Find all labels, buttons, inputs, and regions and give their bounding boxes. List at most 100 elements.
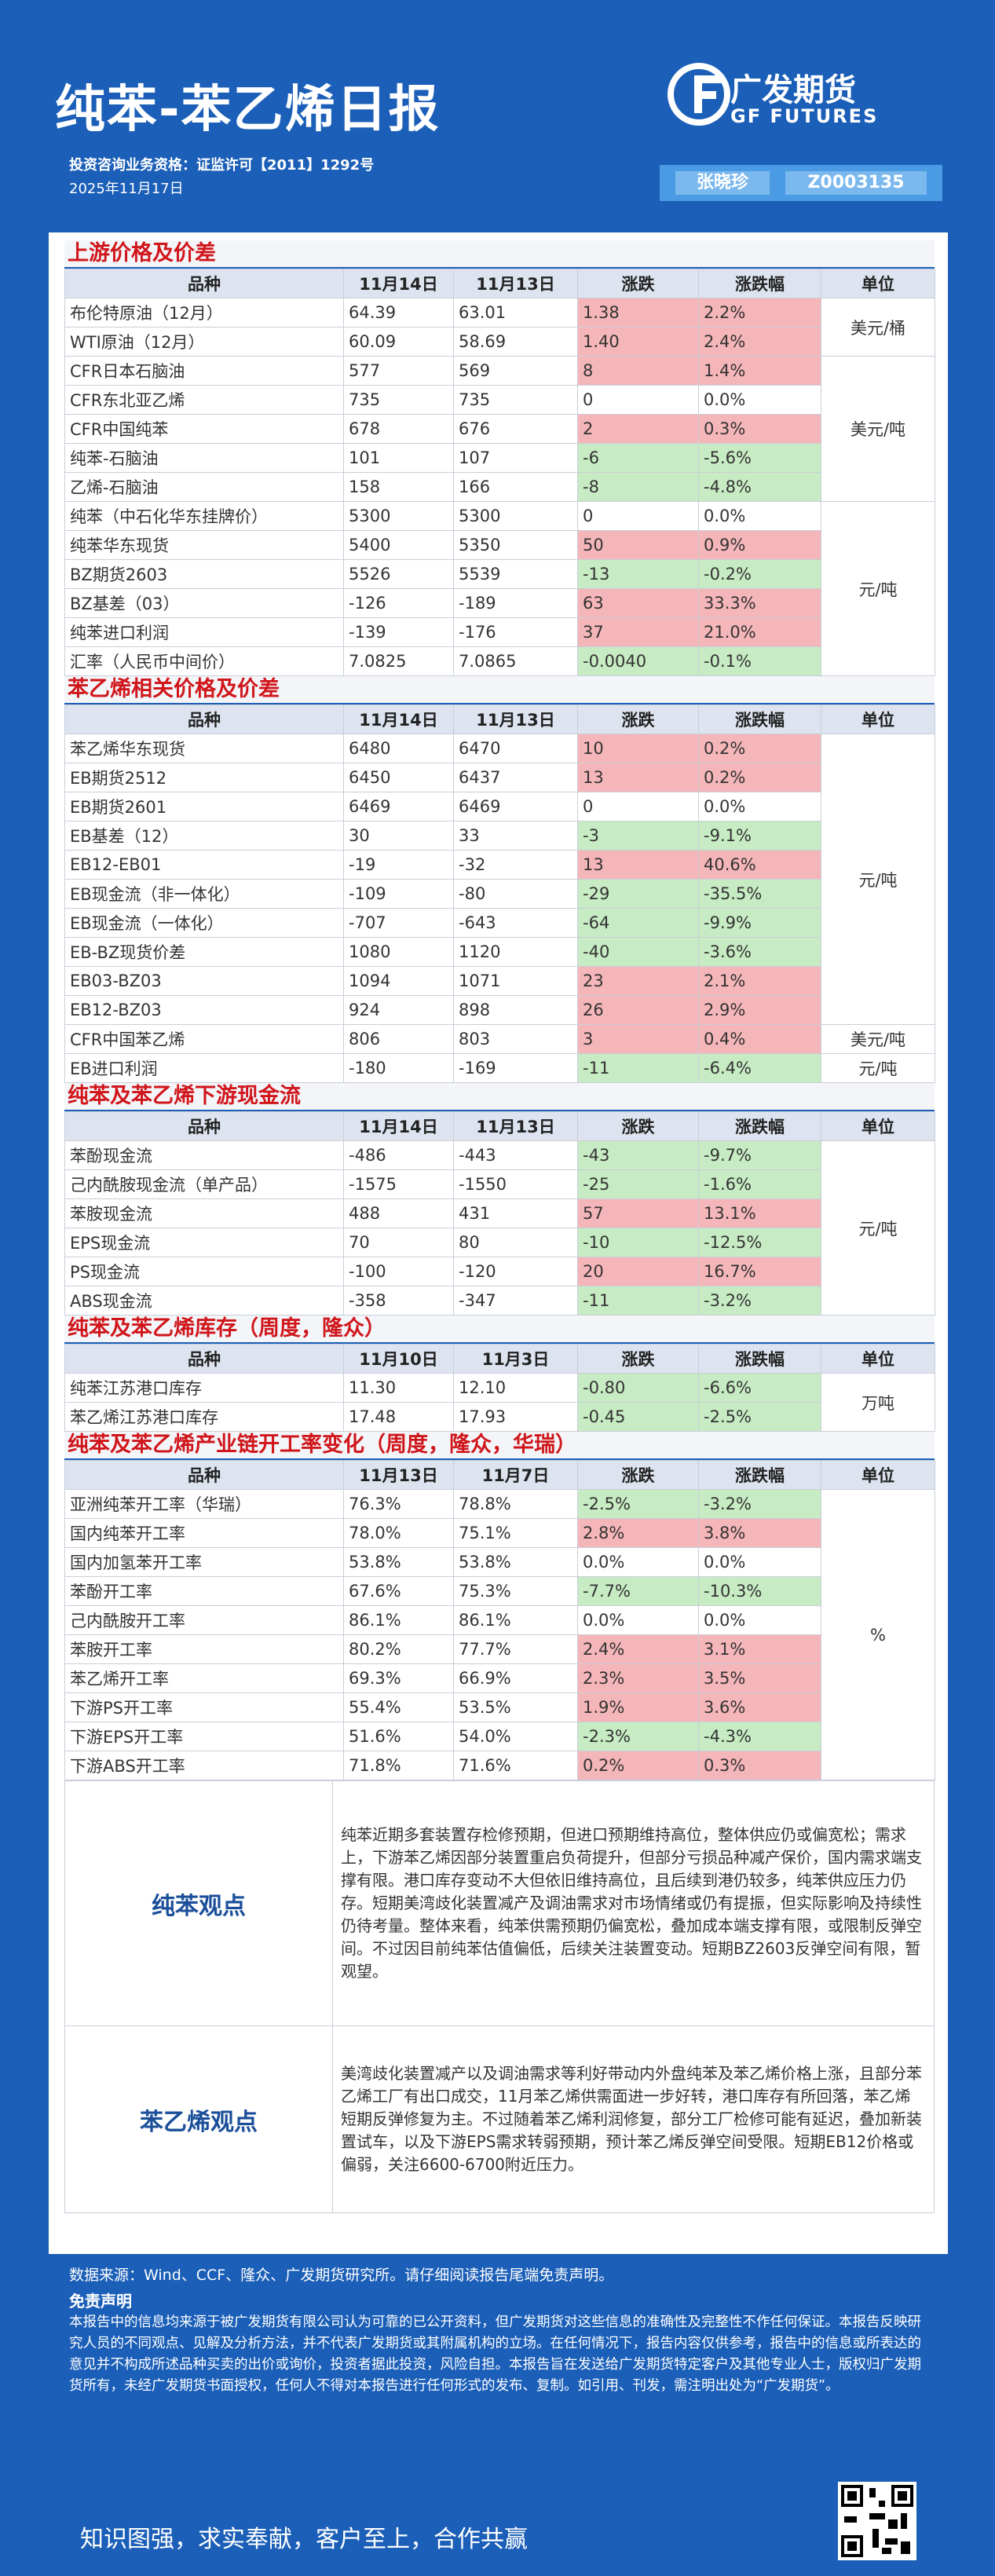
cell-value: 80 <box>453 1228 578 1257</box>
item-name: 下游EPS开工率 <box>64 1722 344 1751</box>
item-name: 苯乙烯开工率 <box>64 1663 344 1693</box>
column-header: 11月14日 <box>343 1111 454 1141</box>
cell-value: 11.30 <box>343 1373 454 1403</box>
cell-value: -443 <box>453 1140 578 1170</box>
cell-value: 70 <box>343 1228 454 1257</box>
item-name: 苯乙烯华东现货 <box>64 734 344 763</box>
data-row: 国内加氢苯开工率 53.8% 53.8% 0.0% 0.0% <box>64 1547 935 1577</box>
item-name: 纯苯江苏港口库存 <box>64 1373 344 1403</box>
item-name: EB12-EB01 <box>64 850 344 880</box>
cell-value: 75.1% <box>453 1518 578 1548</box>
data-row: 苯乙烯开工率 69.3% 66.9% 2.3% 3.5% <box>64 1663 935 1693</box>
data-row: 己内酰胺现金流（单产品） -1575 -1550 -25 -1.6% <box>64 1169 935 1199</box>
column-header: 11月13日 <box>453 704 578 734</box>
cell-value: 53.5% <box>453 1692 578 1722</box>
cell-value: -0.80 <box>577 1373 699 1403</box>
cell-value: 924 <box>343 995 454 1025</box>
item-name: 纯苯进口利润 <box>64 617 344 647</box>
cell-value: -358 <box>343 1286 454 1315</box>
data-row: 苯乙烯华东现货 6480 6470 10 0.2% 元/吨 <box>64 734 935 1025</box>
cell-value: -0.2% <box>698 559 821 589</box>
cell-value: 86.1% <box>343 1605 454 1635</box>
cell-value: -8 <box>577 472 699 502</box>
item-name: EB期货2601 <box>64 792 344 821</box>
cell-value: 803 <box>453 1024 578 1054</box>
item-name: 苯酚开工率 <box>64 1576 344 1606</box>
cell-value: 63 <box>577 588 699 618</box>
license: 投资咨询业务资格：证监许可【2011】1292号 <box>69 157 375 174</box>
cell-value: 13.1% <box>698 1198 821 1228</box>
cell-value: 6450 <box>343 763 454 792</box>
cell-value: 0.0% <box>698 1547 821 1577</box>
data-row: 苯胺现金流 488 431 57 13.1% <box>64 1198 935 1228</box>
cell-value: 488 <box>343 1198 454 1228</box>
cell-value: 569 <box>453 356 578 386</box>
data-row: EB现金流（一体化） -707 -643 -64 -9.9% <box>64 908 935 938</box>
item-name: 苯胺现金流 <box>64 1198 344 1228</box>
cell-value: 1071 <box>453 966 578 996</box>
data-row: 纯苯（中石化华东挂牌价） 5300 5300 0 0.0% 元/吨 <box>64 501 935 676</box>
data-row: EB12-EB01 -19 -32 13 40.6% <box>64 850 935 880</box>
cell-value: -25 <box>577 1169 699 1199</box>
cell-value: -3.2% <box>698 1286 821 1315</box>
data-row: 苯酚现金流 -486 -443 -43 -9.7% 元/吨 <box>64 1140 935 1315</box>
column-header: 11月10日 <box>343 1344 454 1374</box>
column-header: 单位 <box>821 1111 935 1141</box>
data-row: 己内酰胺开工率 86.1% 86.1% 0.0% 0.0% <box>64 1605 935 1635</box>
cell-value: -2.5% <box>577 1489 699 1519</box>
cell-value: 80.2% <box>343 1634 454 1664</box>
view-label: 苯乙烯观点 <box>64 2025 333 2213</box>
cell-value: 64.39 <box>343 298 454 327</box>
data-row: 乙烯-石脑油 158 166 -8 -4.8% <box>64 472 935 502</box>
cell-value: 0.2% <box>698 763 821 792</box>
cell-value: 735 <box>453 385 578 415</box>
cell-value: -3.2% <box>698 1489 821 1519</box>
qr-code <box>838 2482 916 2560</box>
column-header: 涨跌 <box>577 704 699 734</box>
cell-value: -3 <box>577 821 699 851</box>
author-name: 张晓珍 <box>675 171 770 195</box>
cell-value: -176 <box>453 617 578 647</box>
item-name: 布伦特原油（12月） <box>64 298 344 327</box>
cell-value: 40.6% <box>698 850 821 880</box>
data-row: 纯苯江苏港口库存 11.30 12.10 -0.80 -6.6% 万吨 <box>64 1373 935 1432</box>
cell-value: -0.1% <box>698 646 821 676</box>
cell-value: 2.8% <box>577 1518 699 1548</box>
item-name: EB03-BZ03 <box>64 966 344 996</box>
item-name: 乙烯-石脑油 <box>64 472 344 502</box>
data-row: 苯乙烯江苏港口库存 17.48 17.93 -0.45 -2.5% <box>64 1402 935 1432</box>
cell-value: -19 <box>343 850 454 880</box>
cell-value: -9.7% <box>698 1140 821 1170</box>
logo-bar <box>694 91 716 99</box>
column-header: 涨跌幅 <box>698 269 821 298</box>
item-name: BZ期货2603 <box>64 559 344 589</box>
cell-value: 54.0% <box>453 1722 578 1751</box>
column-header: 涨跌 <box>577 1111 699 1141</box>
data-row: EB期货2512 6450 6437 13 0.2% <box>64 763 935 792</box>
unit: 元/吨 <box>821 1140 935 1315</box>
data-source: 数据来源：Wind、CCF、隆众、广发期货研究所。请仔细阅读报告尾端免责声明。 <box>69 2267 614 2284</box>
cell-value: -1575 <box>343 1169 454 1199</box>
cell-value: 66.9% <box>453 1663 578 1693</box>
cell-value: 101 <box>343 443 454 473</box>
cell-value: 23 <box>577 966 699 996</box>
column-header: 11月13日 <box>453 269 578 298</box>
item-name: BZ基差（03） <box>64 588 344 618</box>
cell-value: 431 <box>453 1198 578 1228</box>
cell-value: 50 <box>577 530 699 560</box>
cell-value: 1.4% <box>698 356 821 386</box>
data-table: 品种 11月14日 11月13日 涨跌 涨跌幅 单位 苯酚现金流 -486 -443 -43 -9.… <box>64 1111 935 1315</box>
cell-value: 6469 <box>453 792 578 821</box>
cell-value: 30 <box>343 821 454 851</box>
cell-value: -3.6% <box>698 937 821 967</box>
cell-value: 3.1% <box>698 1634 821 1664</box>
column-header: 涨跌 <box>577 1460 699 1490</box>
unit: 万吨 <box>821 1373 935 1432</box>
cell-value: -126 <box>343 588 454 618</box>
cell-value: 1094 <box>343 966 454 996</box>
column-header: 品种 <box>64 269 344 298</box>
data-row: EB现金流（非一体化） -109 -80 -29 -35.5% <box>64 879 935 909</box>
logo-text: 广发期货 <box>730 72 856 108</box>
cell-value: 21.0% <box>698 617 821 647</box>
item-name: 苯乙烯江苏港口库存 <box>64 1402 344 1432</box>
